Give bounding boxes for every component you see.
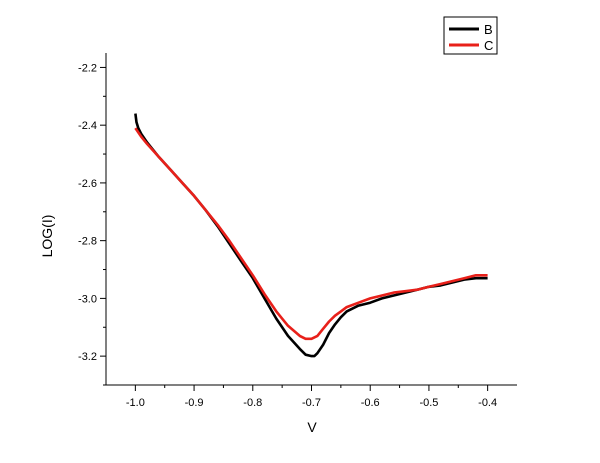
x-tick-label: -1.0: [126, 397, 145, 409]
legend: B C: [443, 16, 498, 55]
y-tick-label: -2.8: [78, 236, 97, 248]
x-tick-label: -0.4: [478, 397, 497, 409]
series-line-b: [134, 113, 488, 358]
y-tick-label: -2.2: [78, 62, 97, 74]
y-axis-label: LOG(I): [39, 215, 55, 258]
x-tick-label: -0.9: [185, 397, 204, 409]
y-tick-label: -2.4: [78, 120, 97, 132]
x-tick-label: -0.7: [302, 397, 321, 409]
x-axis-label: V: [307, 419, 317, 435]
x-tick-label: -0.5: [419, 397, 438, 409]
legend-label-c: C: [484, 38, 493, 53]
x-tick-label: -0.6: [361, 397, 380, 409]
series-line-c: [134, 127, 488, 341]
plot-area: -1.0 -0.9 -0.8 -0.7 -0.6 -0.5 -0.4 -2.2 -2.4 -2.6…: [78, 53, 517, 409]
y-tick-label: -2.6: [78, 178, 97, 190]
y-tick-label: -3.0: [78, 293, 97, 305]
legend-label-b: B: [484, 22, 493, 37]
y-tick-label: -3.2: [78, 351, 97, 363]
x-tick-label: -0.8: [243, 397, 262, 409]
legend-box: [443, 16, 498, 55]
